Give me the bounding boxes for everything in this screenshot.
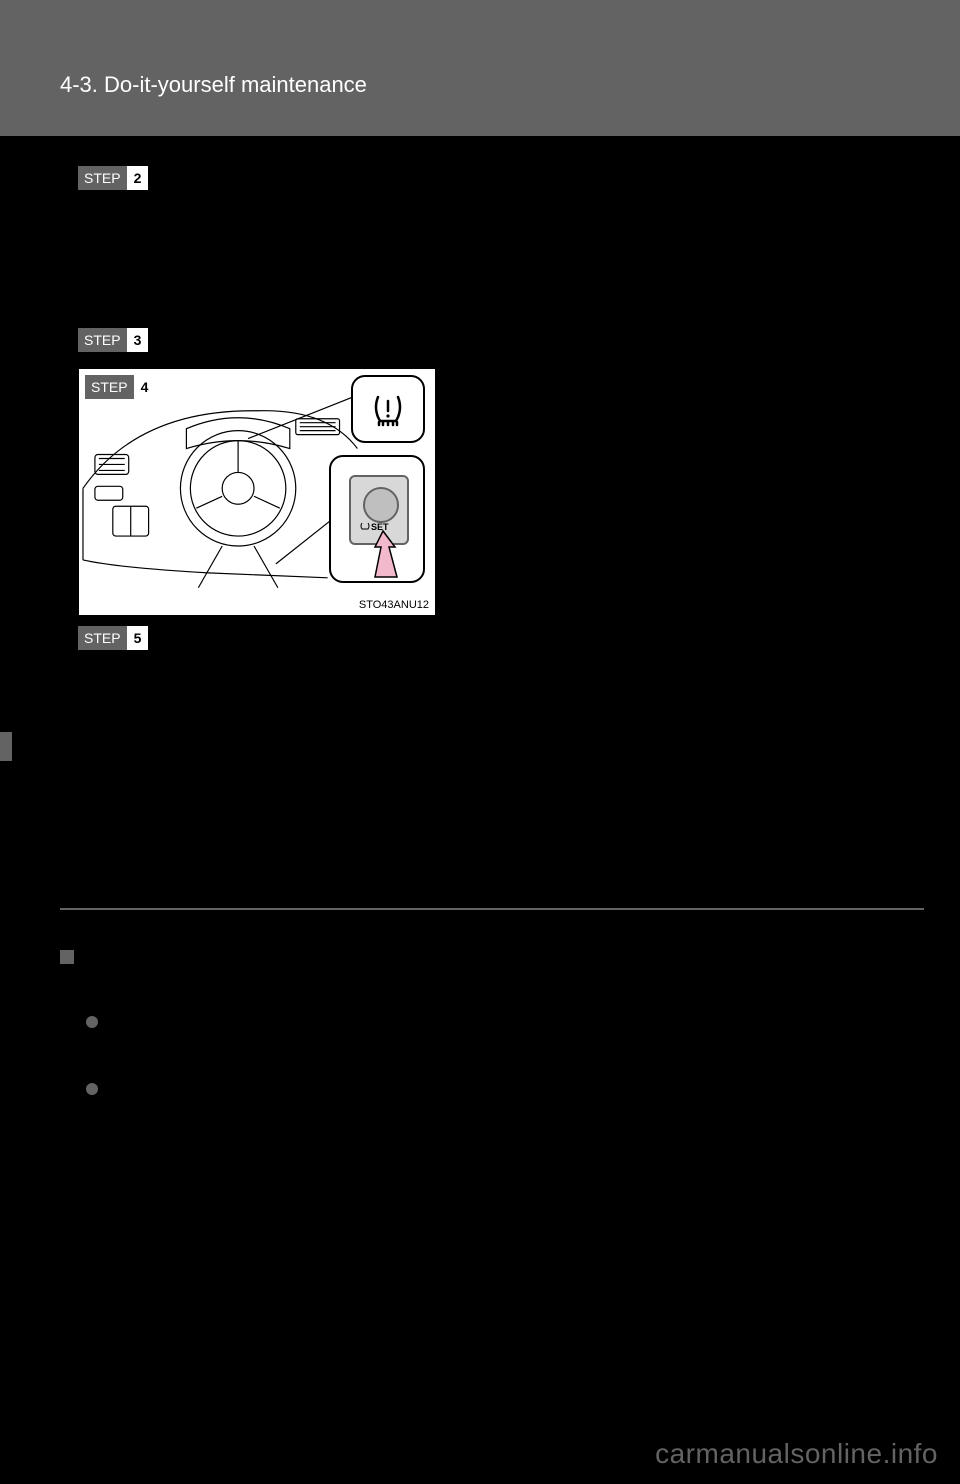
press-arrow-icon — [361, 527, 409, 583]
notes-section — [60, 948, 900, 1100]
diagram-code: STO43ANU12 — [359, 599, 429, 611]
dashboard-diagram: STEP 4 — [78, 368, 436, 616]
step-4-badge: STEP 4 — [85, 375, 155, 399]
content-area: STEP 2 STEP 3 STEP 4 — [0, 136, 960, 658]
step-number: 5 — [127, 626, 149, 650]
reset-switch-bubble: SET — [329, 455, 425, 583]
reset-knob — [363, 487, 399, 523]
watermark-text: carmanualsonline.info — [655, 1438, 938, 1470]
section-heading: 4-3. Do-it-yourself maintenance — [60, 72, 960, 98]
step-number: 3 — [127, 328, 149, 352]
step-label: STEP — [78, 166, 127, 190]
side-tab-marker — [0, 732, 12, 761]
tpms-warning-icon — [368, 389, 408, 429]
step-label: STEP — [78, 626, 127, 650]
note-item — [60, 1079, 900, 1100]
tpms-warning-bubble — [351, 375, 425, 443]
note-bullet-square — [60, 950, 74, 964]
step-number: 4 — [134, 375, 156, 399]
step-label: STEP — [85, 375, 134, 399]
step-3-badge: STEP 3 — [78, 328, 148, 352]
bullet-icon — [86, 1016, 98, 1028]
step-number: 2 — [127, 166, 149, 190]
header-band: 4-3. Do-it-yourself maintenance — [0, 0, 960, 136]
step-5-badge: STEP 5 — [78, 626, 148, 650]
bullet-icon — [86, 1083, 98, 1095]
note-item — [60, 1012, 900, 1033]
step-2-badge: STEP 2 — [78, 166, 148, 190]
divider-line — [60, 908, 924, 910]
step-label: STEP — [78, 328, 127, 352]
